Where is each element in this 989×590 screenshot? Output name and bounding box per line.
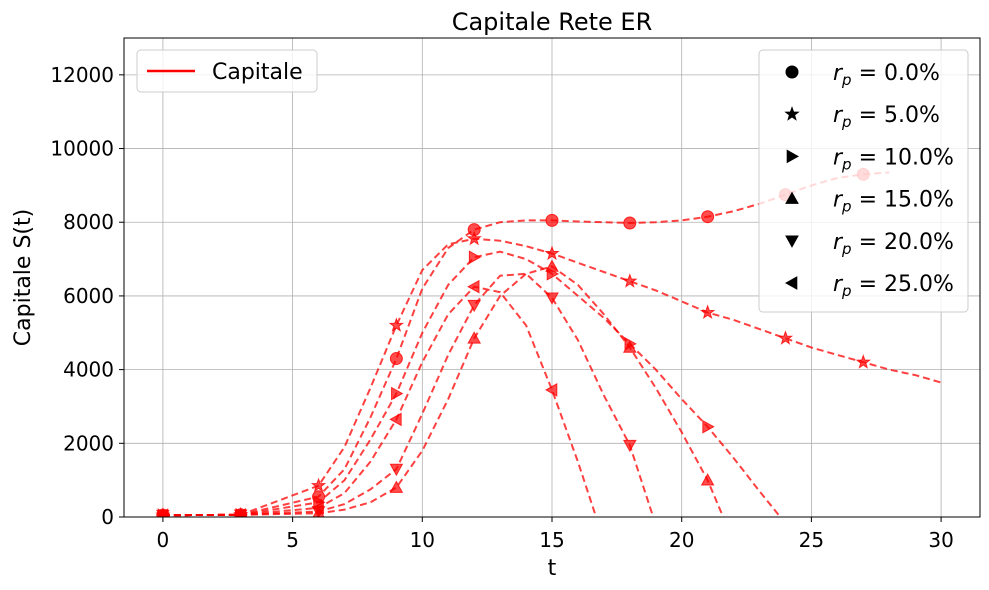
y-tick-label: 10000	[50, 137, 114, 161]
data-point	[233, 507, 247, 517]
series-line	[162, 250, 782, 517]
data-point	[468, 250, 482, 265]
legend-marker	[784, 276, 798, 290]
data-point	[699, 304, 716, 320]
x-tick-label: 15	[539, 528, 564, 552]
legend-entry-label: rp = 20.0%	[833, 230, 954, 258]
legend-marker	[785, 191, 799, 204]
data-point	[701, 210, 715, 224]
x-tick-label: 30	[928, 528, 953, 552]
legend-marker	[784, 106, 800, 121]
data-point	[777, 330, 794, 345]
legend-entry-label: rp = 0.0%	[833, 61, 940, 89]
series-group	[155, 167, 942, 517]
data-point	[700, 473, 715, 486]
data-point	[467, 279, 480, 294]
legend-markers-box	[758, 49, 969, 313]
chart-title: Capitale Rete ER	[452, 8, 653, 36]
y-tick-label: 4000	[63, 358, 114, 382]
data-point	[466, 230, 482, 246]
data-point	[544, 245, 560, 261]
y-tick-label: 8000	[63, 210, 114, 234]
y-tick-label: 6000	[63, 284, 114, 308]
legend-marker	[786, 149, 800, 164]
data-point	[622, 439, 637, 453]
data-point	[467, 331, 482, 344]
series-line	[162, 272, 655, 517]
x-tick-label: 5	[286, 528, 299, 552]
data-point	[388, 317, 405, 332]
data-point	[545, 292, 559, 305]
data-point	[545, 213, 559, 227]
x-tick-label: 0	[157, 528, 170, 552]
data-point	[311, 500, 324, 515]
y-tick-label: 12000	[50, 63, 114, 87]
data-point	[389, 463, 404, 477]
data-point	[310, 477, 327, 493]
data-point	[622, 273, 638, 288]
data-point	[389, 480, 404, 493]
x-tick-label: 20	[669, 528, 694, 552]
series-line	[162, 237, 942, 517]
data-point	[544, 383, 558, 397]
data-point	[467, 299, 482, 313]
legend-entry-label: rp = 15.0%	[833, 188, 954, 216]
data-point	[702, 419, 715, 434]
x-tick-label: 25	[799, 528, 824, 552]
legend-entry-label: rp = 10.0%	[833, 145, 954, 173]
data-point	[622, 340, 637, 353]
data-point	[391, 386, 404, 401]
legend-marker	[785, 65, 799, 79]
ticks: 0 5 10 15 20 25 30 0 2000 4000 6000 8000 10000 12000	[50, 63, 953, 552]
legend-line: Capitale	[136, 49, 318, 93]
series-line	[162, 171, 890, 517]
y-axis-label: Capitale S(t)	[11, 209, 36, 346]
x-tick-label: 10	[410, 528, 435, 552]
data-point	[855, 354, 871, 369]
legend-entry-label: rp = 5.0%	[833, 103, 940, 131]
legend-marker	[785, 235, 799, 248]
legend-entry-label: rp = 25.0%	[833, 272, 954, 300]
data-point	[545, 259, 559, 272]
series-5	[155, 279, 598, 517]
y-tick-label: 0	[101, 505, 114, 529]
legend-line-box	[136, 49, 318, 93]
legend-line-label: Capitale	[212, 60, 303, 85]
data-point	[389, 412, 402, 427]
data-point	[389, 352, 403, 366]
y-tick-label: 2000	[63, 431, 114, 455]
x-axis-label: t	[548, 556, 557, 581]
data-point	[155, 508, 169, 517]
series-line	[162, 265, 725, 517]
data-point	[623, 216, 637, 230]
legend-markers: rp = 0.0% rp = 5.0% rp = 10.0% rp = 15.0% rp…	[758, 49, 969, 313]
